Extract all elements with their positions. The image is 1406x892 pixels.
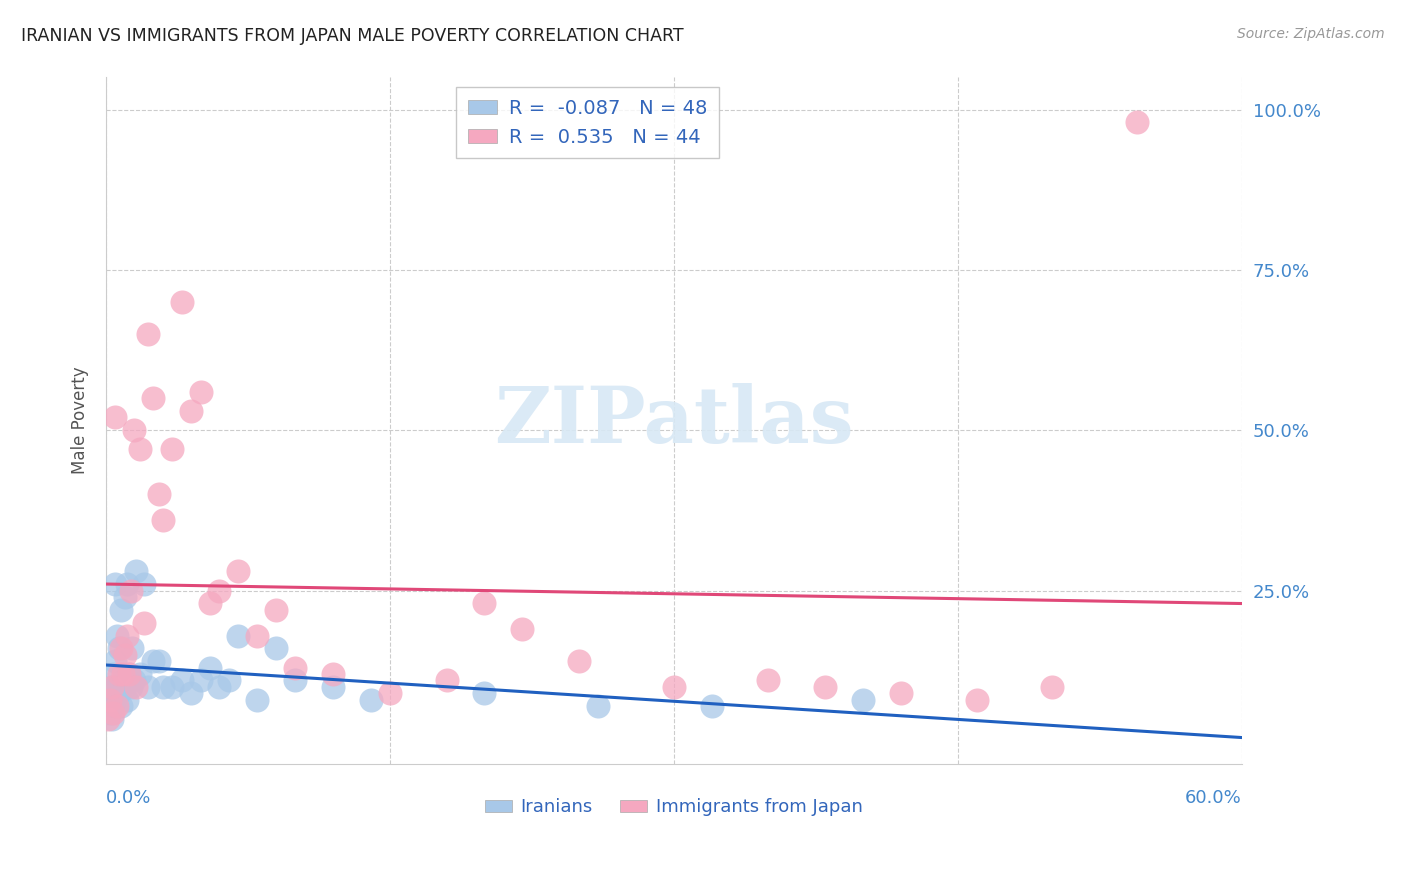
Point <box>114 680 136 694</box>
Point <box>218 673 240 688</box>
Point <box>148 487 170 501</box>
Point <box>108 641 131 656</box>
Point <box>758 673 780 688</box>
Point <box>108 667 131 681</box>
Point <box>104 410 127 425</box>
Point <box>1126 115 1149 129</box>
Point <box>510 622 533 636</box>
Point <box>198 597 221 611</box>
Point <box>110 699 132 714</box>
Point <box>104 577 127 591</box>
Point <box>966 692 988 706</box>
Point <box>125 680 148 694</box>
Point <box>105 680 128 694</box>
Point <box>104 692 127 706</box>
Point <box>228 628 250 642</box>
Point <box>228 565 250 579</box>
Point <box>160 680 183 694</box>
Point <box>108 686 131 700</box>
Point <box>136 326 159 341</box>
Point <box>814 680 837 694</box>
Point <box>284 660 307 674</box>
Point <box>160 442 183 457</box>
Point <box>124 423 146 437</box>
Point <box>142 391 165 405</box>
Point <box>98 706 121 720</box>
Point <box>474 597 496 611</box>
Point <box>117 667 139 681</box>
Point <box>264 641 287 656</box>
Text: ZIPatlas: ZIPatlas <box>494 383 853 458</box>
Point <box>114 590 136 604</box>
Text: Source: ZipAtlas.com: Source: ZipAtlas.com <box>1237 27 1385 41</box>
Point <box>180 404 202 418</box>
Legend: Iranians, Immigrants from Japan: Iranians, Immigrants from Japan <box>477 791 870 823</box>
Point <box>322 680 344 694</box>
Point <box>246 628 269 642</box>
Point <box>121 641 143 656</box>
Point <box>111 673 134 688</box>
Text: IRANIAN VS IMMIGRANTS FROM JAPAN MALE POVERTY CORRELATION CHART: IRANIAN VS IMMIGRANTS FROM JAPAN MALE PO… <box>21 27 683 45</box>
Point <box>120 680 142 694</box>
Point <box>97 692 120 706</box>
Point <box>322 667 344 681</box>
Point <box>115 692 138 706</box>
Point <box>100 680 122 694</box>
Text: 60.0%: 60.0% <box>1185 789 1241 807</box>
Point <box>103 667 125 681</box>
Point <box>190 673 212 688</box>
Point <box>474 686 496 700</box>
Point <box>110 641 132 656</box>
Point <box>1040 680 1063 694</box>
Point <box>568 654 591 668</box>
Point <box>152 680 174 694</box>
Point <box>170 295 193 310</box>
Point <box>586 699 609 714</box>
Point <box>120 583 142 598</box>
Point <box>117 667 139 681</box>
Point <box>115 577 138 591</box>
Point <box>190 384 212 399</box>
Point <box>110 603 132 617</box>
Point <box>246 692 269 706</box>
Point <box>103 699 125 714</box>
Point <box>124 673 146 688</box>
Point <box>105 699 128 714</box>
Y-axis label: Male Poverty: Male Poverty <box>72 367 89 475</box>
Point <box>100 680 122 694</box>
Point <box>436 673 458 688</box>
Point <box>890 686 912 700</box>
Point <box>198 660 221 674</box>
Point <box>98 692 121 706</box>
Point <box>125 565 148 579</box>
Point <box>132 577 155 591</box>
Point <box>142 654 165 668</box>
Point <box>148 654 170 668</box>
Point <box>700 699 723 714</box>
Point <box>170 673 193 688</box>
Point <box>132 615 155 630</box>
Text: 0.0%: 0.0% <box>105 789 152 807</box>
Point <box>662 680 685 694</box>
Point <box>129 667 152 681</box>
Point <box>852 692 875 706</box>
Point <box>136 680 159 694</box>
Point <box>100 712 122 726</box>
Point <box>152 513 174 527</box>
Point <box>104 654 127 668</box>
Point <box>284 673 307 688</box>
Point <box>180 686 202 700</box>
Point <box>115 628 138 642</box>
Point <box>103 706 125 720</box>
Point <box>129 442 152 457</box>
Point <box>97 712 120 726</box>
Point <box>208 680 231 694</box>
Point <box>114 648 136 662</box>
Point <box>208 583 231 598</box>
Point <box>360 692 382 706</box>
Point <box>264 603 287 617</box>
Point <box>105 628 128 642</box>
Point <box>378 686 401 700</box>
Point <box>111 667 134 681</box>
